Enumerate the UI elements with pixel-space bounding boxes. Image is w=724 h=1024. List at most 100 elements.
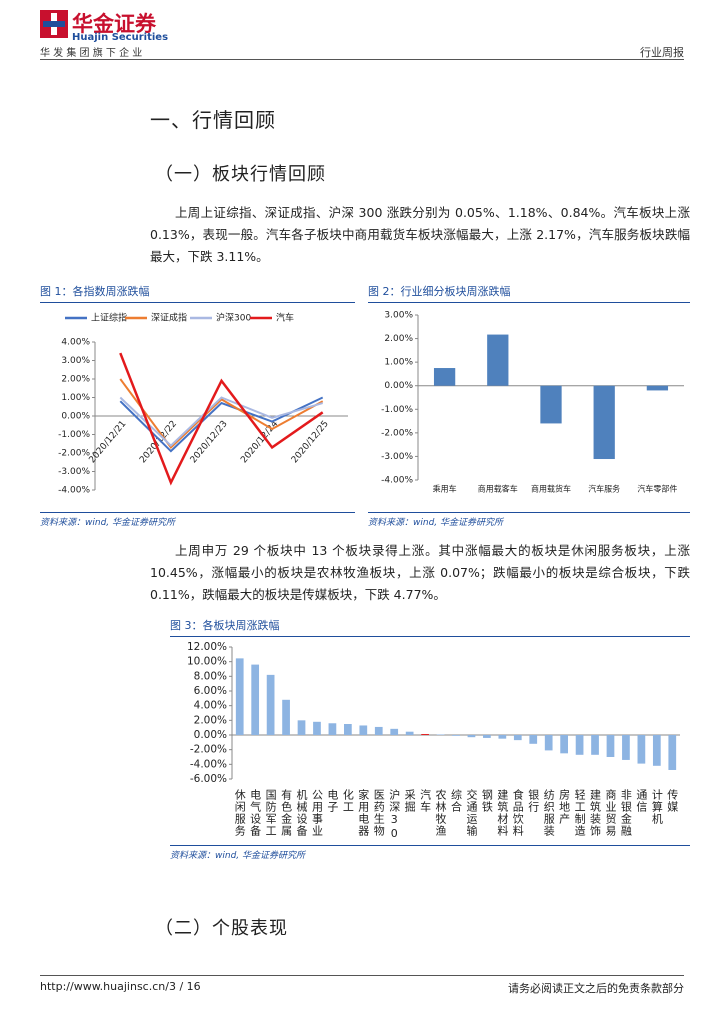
- y-tick-label: 2.00%: [194, 714, 227, 726]
- x-tick-label: 汽车服务: [588, 484, 620, 494]
- y-tick-label: 3.00%: [384, 311, 413, 321]
- y-tick-label: 4.00%: [194, 700, 227, 712]
- y-tick-label: -3.00%: [381, 452, 413, 462]
- line: [119, 378, 324, 449]
- x-tick-label: 非银金融: [619, 789, 632, 837]
- y-tick-label: -1.00%: [58, 430, 90, 440]
- x-tick-label: 综合: [450, 788, 463, 813]
- logo-cn: 华金证券: [72, 12, 156, 36]
- x-tick-label: 休闲服务: [233, 789, 246, 837]
- y-tick-label: 1.00%: [61, 393, 90, 403]
- x-tick-label: 银行: [527, 788, 540, 813]
- x-tick-label: 国防军工: [264, 789, 277, 837]
- x-tick-label: 农林牧渔: [434, 788, 447, 837]
- heading: （一）板块行情回顾: [155, 164, 326, 185]
- bar: [421, 734, 429, 735]
- bar: [251, 664, 260, 735]
- bar: [560, 735, 568, 754]
- bar: [606, 735, 615, 757]
- x-tick-label: 医药生物: [372, 789, 385, 837]
- logo-icon: [40, 10, 68, 38]
- x-tick-label: 汽车零部件: [637, 484, 677, 494]
- x-tick-label: 机械设备: [295, 788, 308, 837]
- x-tick-label: 建筑装饰: [589, 788, 602, 837]
- y-tick-label: -4.00%: [190, 758, 227, 770]
- y-tick-label: -6.00%: [190, 773, 227, 785]
- bar: [266, 674, 275, 735]
- x-tick-label: 商业贸易: [604, 788, 617, 837]
- bar: [593, 385, 615, 460]
- y-tick-label: -2.00%: [381, 428, 413, 438]
- chart: -4.00% -3.00% -2.00% -1.00% 0.00% 1.00% 2.00% 3…: [58, 312, 348, 496]
- y-tick-label: -4.00%: [381, 476, 413, 486]
- bar: [405, 731, 414, 735]
- bar: [646, 385, 669, 391]
- x-tick-label: 有色金属: [280, 788, 293, 837]
- header-rule: [40, 59, 684, 60]
- y-tick-label: 12.00%: [187, 641, 227, 653]
- bar: [652, 735, 661, 766]
- figure-caption: 图 3：各板块周涨跌幅: [170, 617, 690, 637]
- x-tick-label: 商用载货车: [531, 484, 571, 494]
- x-tick-label: 2020/12/24: [239, 419, 280, 465]
- x-tick-label: 沪深300: [388, 788, 401, 842]
- x-tick-label: 通信: [635, 789, 648, 813]
- bar: [591, 735, 599, 755]
- x-tick-label: 商用载客车: [478, 484, 518, 494]
- heading: （二）个股表现: [155, 918, 288, 939]
- logo-en: Huajin Securities: [72, 32, 169, 43]
- x-tick-label: 公用事业: [310, 789, 323, 837]
- y-tick-label: 2.00%: [61, 375, 90, 385]
- y-tick-label: 1.00%: [384, 358, 413, 368]
- x-tick-label: 化工: [341, 788, 354, 813]
- x-tick-label: 食品饮料: [511, 788, 524, 837]
- y-tick-label: 0.00%: [61, 412, 90, 422]
- figure-caption: 图 1：各指数周涨跌幅: [40, 283, 355, 303]
- x-tick-label: 家用电器: [357, 788, 370, 837]
- figure-source: 资料来源：wind, 华金证券研究所: [40, 512, 355, 528]
- bar: [452, 735, 460, 736]
- bar: [390, 728, 399, 735]
- x-tick-label: 传媒: [666, 789, 679, 813]
- y-tick-label: -2.00%: [190, 744, 227, 756]
- footer-url: http://www.huajinsc.cn/3 / 16: [40, 980, 201, 993]
- x-tick-label: 纺织服装: [542, 788, 555, 837]
- bar: [282, 699, 290, 735]
- bar: [575, 735, 584, 755]
- y-tick-label: 4.00%: [61, 338, 90, 348]
- chart: -6.00% -4.00% -2.00% 0.00% 2.00% 4.00% 6.00% 8.…: [187, 641, 680, 842]
- x-tick-label: 乘用车: [433, 484, 457, 494]
- x-tick-label: 钢铁: [480, 789, 493, 813]
- bar: [359, 725, 368, 735]
- line: [119, 352, 324, 486]
- footer-disclaimer: 请务必阅读正文之后的免责条款部分: [508, 982, 684, 995]
- x-tick-label: 交通运输: [465, 788, 478, 837]
- line: [119, 396, 323, 447]
- legend-label: 上证综指: [91, 312, 127, 324]
- x-tick-label: 采掘: [403, 789, 416, 813]
- x-tick-label: 房地产: [558, 789, 571, 825]
- y-tick-label: -1.00%: [381, 405, 413, 415]
- legend-label: 汽车: [276, 312, 294, 324]
- bar: [328, 723, 337, 735]
- x-tick-label: 建筑材料: [496, 788, 509, 837]
- bar: [235, 658, 244, 735]
- paragraph: 上周申万 29 个板块中 13 个板块录得上涨。其中涨幅最大的板块是休闲服务板块…: [150, 543, 690, 602]
- y-tick-label: 2.00%: [384, 334, 413, 344]
- x-tick-label: 计算机: [650, 789, 663, 825]
- y-tick-label: 3.00%: [61, 356, 90, 366]
- y-tick-label: 0.00%: [194, 729, 227, 741]
- x-tick-label: 2020/12/25: [290, 419, 331, 465]
- slogan: 华 发 集 团 旗 下 企 业: [40, 48, 143, 59]
- bar: [529, 735, 538, 744]
- bar: [433, 368, 456, 386]
- footer-rule: [40, 975, 684, 976]
- bar: [344, 724, 352, 735]
- x-tick-label: 轻工制造: [573, 788, 586, 837]
- y-tick-label: 10.00%: [187, 656, 227, 668]
- y-tick-label: 6.00%: [194, 685, 227, 697]
- bar: [513, 735, 522, 741]
- x-tick-label: 汽车: [419, 788, 432, 813]
- figure-source: 资料来源：wind, 华金证券研究所: [368, 512, 690, 528]
- y-tick-label: 0.00%: [384, 381, 413, 391]
